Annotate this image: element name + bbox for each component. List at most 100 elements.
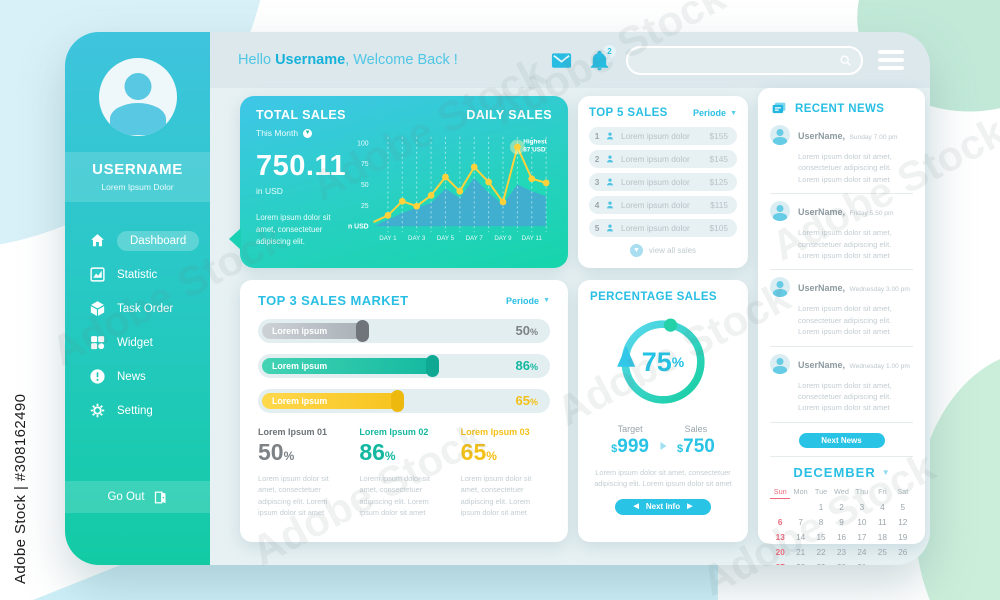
sidebar-item-news[interactable]: News [89,362,210,391]
slider-thumb[interactable] [391,390,404,412]
sidebar-item-statistic[interactable]: Statistic [89,260,210,289]
avatar [770,277,790,298]
calendar-day[interactable]: 10 [857,517,867,527]
calendar-day[interactable]: 26 [898,547,908,557]
top-bar: Hello Username, Welcome Back ! 2 [210,32,930,88]
search-bar[interactable] [626,45,863,75]
market-slider-track: Lorem ipsum 50% [258,319,550,343]
calendar-day[interactable]: 25 [877,547,887,557]
news-time: Sunday 7.00 pm [849,134,898,141]
slider-thumb[interactable] [356,320,369,342]
sidebar-item-task-order[interactable]: Task Order [89,294,210,323]
calendar-day[interactable]: 4 [880,502,885,512]
calendar-day[interactable]: 5 [900,502,906,512]
rank: 1 [594,131,600,141]
calendar-day[interactable]: 7 [798,517,803,527]
door-icon [153,490,168,505]
stat-value: 65% [460,439,497,465]
news-item: UserName, Sunday 7.00 pm Lorem ipsum dolo… [770,118,913,195]
news-list: UserName, Sunday 7.00 pm Lorem ipsum dolo… [770,118,913,423]
calendar-day[interactable]: 18 [877,532,887,542]
top5-rows: 1 Lorem ipsum dolor $155 2 Lorem ipsum dolor… [589,127,737,237]
calendar-day[interactable]: 14 [796,532,806,542]
sidebar-item-setting[interactable]: Setting [89,396,210,425]
total-sales-unit: in USD [256,186,283,196]
calendar-day[interactable]: 12 [898,517,908,527]
calendar-day[interactable]: 27 [770,563,790,565]
calendar-day[interactable]: 13 [775,532,785,542]
greeting-prefix: Hello [238,52,276,68]
sale-value: $125 [709,177,728,187]
news-item: UserName, Wednesday 3.00 pm Lorem ipsum d… [770,270,913,347]
chevron-down-icon: ▼ [303,128,313,138]
total-sales-card: TOTAL SALES DAILY SALES This Month ▼ 750… [229,96,568,268]
market-slider-fill: Lorem ipsum [262,358,434,374]
top5-row[interactable]: 2 Lorem ipsum dolor $145 [589,150,737,168]
top5-row[interactable]: 3 Lorem ipsum dolor $125 [589,173,737,191]
calendar-day[interactable]: 11 [878,517,887,527]
stat-text: Lorem ipsum dolor sit amet, consectetuer… [258,474,329,518]
calendar-day[interactable]: 15 [816,532,826,542]
calendar-day[interactable]: 23 [836,547,847,557]
next-news-button[interactable]: Next News [798,432,885,448]
calendar-day[interactable]: 21 [796,547,806,557]
sidebar-item-dashboard[interactable]: Dashboard [89,226,210,255]
avatar [770,353,790,374]
bell-icon[interactable]: 2 [588,44,616,72]
view-all-sales-button[interactable]: ▼ view all sales [589,244,737,257]
logout-label: Go Out [107,491,145,503]
calendar-day[interactable]: 20 [775,547,785,557]
calendar-day[interactable]: 17 [857,532,867,542]
hamburger-menu-icon[interactable] [878,49,904,71]
chevron-down-icon: ▼ [543,297,550,304]
calendar-day[interactable]: 24 [857,547,867,557]
search-input[interactable] [637,53,839,67]
weekday-thu: Thu [855,486,869,496]
news-item: UserName, Wednesday 1.00 pm Lorem ipsum d… [770,347,913,423]
period-label: Periode [693,108,727,118]
top5-row[interactable]: 4 Lorem ipsum dolor $115 [589,196,737,214]
calendar-day[interactable]: 19 [898,532,908,542]
card-pointer [229,228,241,250]
ring-arrow-up-icon [617,345,636,367]
calendar-day[interactable]: 16 [836,532,847,542]
logout-button[interactable]: Go Out [65,481,210,513]
chart-icon [89,266,106,283]
top5-period-dropdown[interactable]: Periode ▼ [693,108,737,118]
rank: 2 [594,154,600,164]
svg-text:DAY 7: DAY 7 [466,235,484,242]
calendar-day[interactable]: 30 [831,563,851,565]
month-filter-dropdown[interactable]: This Month ▼ [256,128,354,138]
calendar-day[interactable]: 3 [859,502,865,512]
sidebar-item-label: Statistic [117,268,158,281]
slider-percent: 86% [515,358,538,373]
calendar-day[interactable]: 1 [818,502,824,512]
calendar-dropdown-icon[interactable]: ▼ [881,467,890,477]
top5-row[interactable]: 5 Lorem ipsum dolor $105 [589,219,737,237]
mail-icon[interactable] [550,49,573,72]
calendar-day[interactable]: 6 [777,517,783,527]
sale-value: $115 [710,200,728,210]
slider-thumb[interactable] [426,355,439,377]
calendar-day[interactable]: 31 [852,563,872,565]
top5-row[interactable]: 1 Lorem ipsum dolor $155 [589,127,737,145]
content-pane: Hello Username, Welcome Back ! 2 [210,32,930,565]
play-icon [657,440,669,452]
stat-title: Lorem Ipsum 03 [460,427,530,437]
calendar-day[interactable]: 9 [839,517,844,527]
calendar-day[interactable]: 2 [839,502,844,512]
svg-text:75: 75 [361,161,369,168]
greeting-suffix: , Welcome Back ! [345,52,458,68]
svg-text:DAY 9: DAY 9 [494,235,512,242]
sidebar-item-widget[interactable]: Widget [89,328,210,357]
market-period-dropdown[interactable]: Periode ▼ [506,296,550,306]
calendar-grid: 1 2 3 4 5 6 7 8 9 10 11 12 13 14 15 16 17 18 19 20 21 22 23 24 2… [770,503,913,565]
calendar-day[interactable]: 29 [811,563,831,565]
calendar-day[interactable]: 28 [790,563,810,565]
calendar-day[interactable]: 22 [816,547,826,557]
svg-text:DAY 3: DAY 3 [408,235,426,242]
next-info-button[interactable]: ◀ Next Info ▶ [615,498,711,515]
calendar-day[interactable]: 8 [818,517,824,527]
sale-name: Lorem ipsum dolor [621,200,690,210]
